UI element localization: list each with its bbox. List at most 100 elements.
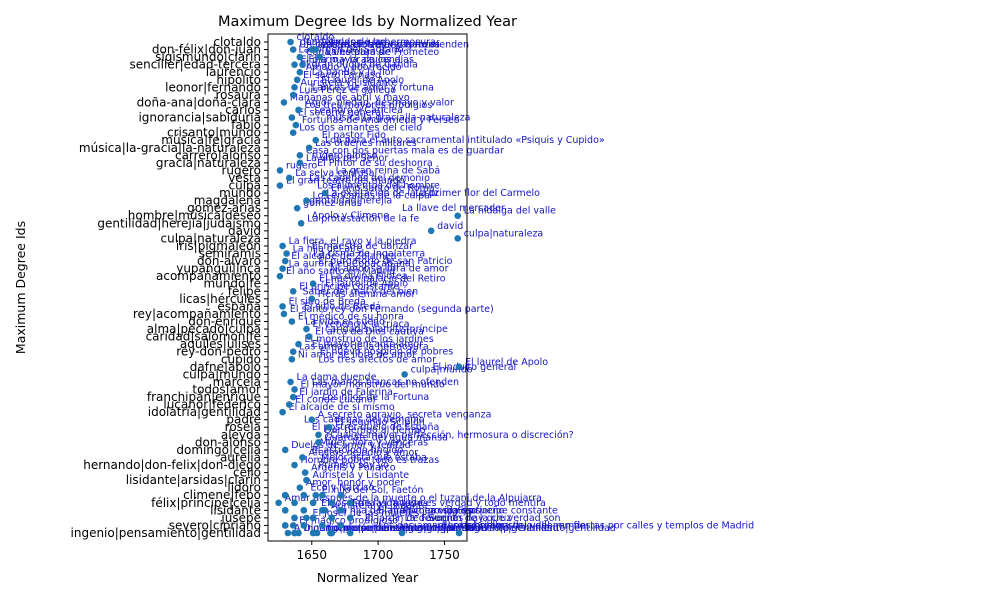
y-tick-label: dafne|apolo — [190, 360, 261, 374]
x-tick-label: 1700 — [363, 548, 394, 562]
point-label: El postrer duelo de España — [312, 422, 440, 433]
point-label: La divina Filotea — [330, 271, 407, 282]
point-label: El pastor Fido — [322, 130, 386, 141]
data-point — [289, 393, 297, 401]
point-label: La exaltación de la cruz — [326, 188, 439, 199]
plot-frame — [267, 33, 468, 542]
data-point — [305, 144, 313, 152]
point-label: ¿Cuál es mayor perfección, hermosura o d… — [325, 430, 574, 441]
point-label: El alcalde de Zalamea — [291, 251, 396, 262]
point-label: La cisma de Ingalaterra — [313, 249, 425, 260]
y-tick-label: iris|pigmaleón — [176, 239, 261, 253]
point-label: Mejor está que estaba — [321, 452, 427, 463]
point-label: Las cadenas del demonio — [304, 415, 425, 426]
y-tick-label: franchipán|enrique — [147, 390, 261, 404]
y-tick-label: rugero — [221, 163, 261, 177]
data-point — [292, 121, 300, 129]
point-label: El príncipe constante — [458, 505, 558, 516]
point-label: don-félix|don-juan — [300, 37, 386, 48]
point-label: Las cadenas del demonio — [309, 173, 430, 184]
point-label: El sitio de Bredá — [304, 301, 381, 312]
y-tick-label: carrero|alonso — [175, 148, 261, 162]
point-label: El mágico prodigioso — [378, 505, 477, 516]
point-label: El Pintor de su deshonra — [317, 158, 433, 169]
data-point — [288, 355, 296, 363]
point-label: El hijo del Sol, Faetón — [322, 485, 424, 496]
y-tick-label: crisanto|mundo — [167, 126, 261, 140]
point-label: Loa para el auto sacramental intitulado … — [325, 135, 605, 146]
point-label: La estatua de Prometeo — [326, 47, 440, 58]
data-point — [315, 431, 322, 439]
point-label: El mayor monstruo del mundo — [301, 379, 445, 390]
data-point — [281, 491, 289, 499]
point-label: La vida es sueño — [305, 316, 385, 327]
point-label: La dama duende — [297, 372, 377, 383]
point-label: El año santo de Roma — [331, 183, 435, 194]
data-point — [276, 182, 284, 189]
data-point — [305, 333, 313, 340]
point-label: Amor, honor y poder — [306, 478, 404, 489]
y-tick-label: severo|cipriano — [169, 518, 261, 532]
y-tick-label: culpa — [228, 179, 261, 193]
data-point — [312, 136, 320, 144]
data-point — [308, 46, 316, 53]
point-label: El purgatorio de san Patricio — [318, 256, 452, 267]
point-label: Los hijos de la Fortuna — [322, 392, 429, 403]
data-point — [455, 363, 463, 371]
point-label: El día mayor de los días — [301, 55, 414, 66]
point-label: El gran duque de Gandía — [300, 60, 418, 71]
y-tick-label: doña-ana|doña-clara — [137, 95, 261, 109]
point-label: Ni amor se libra de amor — [298, 349, 416, 360]
point-label: Eco y Narciso — [310, 483, 374, 494]
point-label: La vida es sueño — [425, 505, 505, 516]
data-point — [300, 507, 308, 514]
point-label: El lirio y la azucena — [308, 55, 400, 66]
point-label: El jardín de Falerina — [365, 513, 459, 524]
y-tick-label: clotaldo — [213, 35, 261, 49]
point-layer — [275, 38, 463, 537]
point-label: El nuevo hospicio de pobres — [320, 347, 453, 358]
data-point — [289, 287, 297, 295]
data-point — [291, 84, 298, 91]
point-label: Los encantos de la culpa — [312, 191, 429, 202]
bottom-point-cluster — [281, 491, 354, 537]
point-label: Duelos de amor y lealtad — [291, 440, 410, 451]
point-label: El veneno y la triaca — [312, 319, 409, 330]
data-point — [276, 167, 284, 174]
y-tick-label: don-alvaro — [197, 254, 261, 268]
data-point — [301, 469, 309, 476]
data-point — [300, 491, 308, 499]
point-label: ingenio|pensamiento|gentilidad — [305, 523, 456, 534]
data-point — [293, 204, 301, 212]
data-point — [289, 348, 297, 356]
data-point — [299, 61, 306, 68]
point-label: A Dios por razón de estado — [294, 523, 423, 534]
point-label: Cada uno para sí — [306, 47, 387, 58]
point-label: Lances de amor y fortuna — [318, 40, 440, 51]
y-tick-label: félix|príncipe|celia — [151, 496, 261, 510]
point-label: El laurel de Apolo — [321, 75, 404, 86]
point-label: El socorro general — [298, 108, 384, 119]
data-point — [300, 522, 308, 529]
point-label: La selva confusa — [295, 168, 374, 179]
y-tick-label: rey-don-pedro — [176, 345, 261, 359]
data-point — [427, 227, 435, 235]
point-label: El segundo Scipión — [335, 417, 425, 428]
point-label: Primero soy yo — [403, 505, 474, 516]
data-point — [289, 129, 297, 136]
data-point — [454, 235, 462, 242]
point-label: El astrólogo fingido — [312, 445, 404, 456]
y-tick-label: música|fe|gracia — [161, 133, 261, 147]
point-label: El maestro de danzar — [312, 241, 413, 252]
point-label: Afectos de odio y amor — [308, 447, 418, 458]
y-tick-label: caridad|salomón|fe — [146, 330, 261, 344]
point-label: La viña del Señor — [306, 153, 389, 164]
y-tick-label: lisidante — [210, 503, 261, 517]
y-tick-label: domingo|celia — [176, 443, 261, 457]
data-point — [281, 522, 289, 529]
data-point — [319, 507, 326, 514]
point-label: Los dos amantes del cielo — [299, 123, 422, 134]
point-label: Las manos blancas no ofenden — [322, 40, 469, 51]
point-label: Leandro y Cariclea — [314, 105, 403, 116]
data-point — [337, 522, 345, 529]
